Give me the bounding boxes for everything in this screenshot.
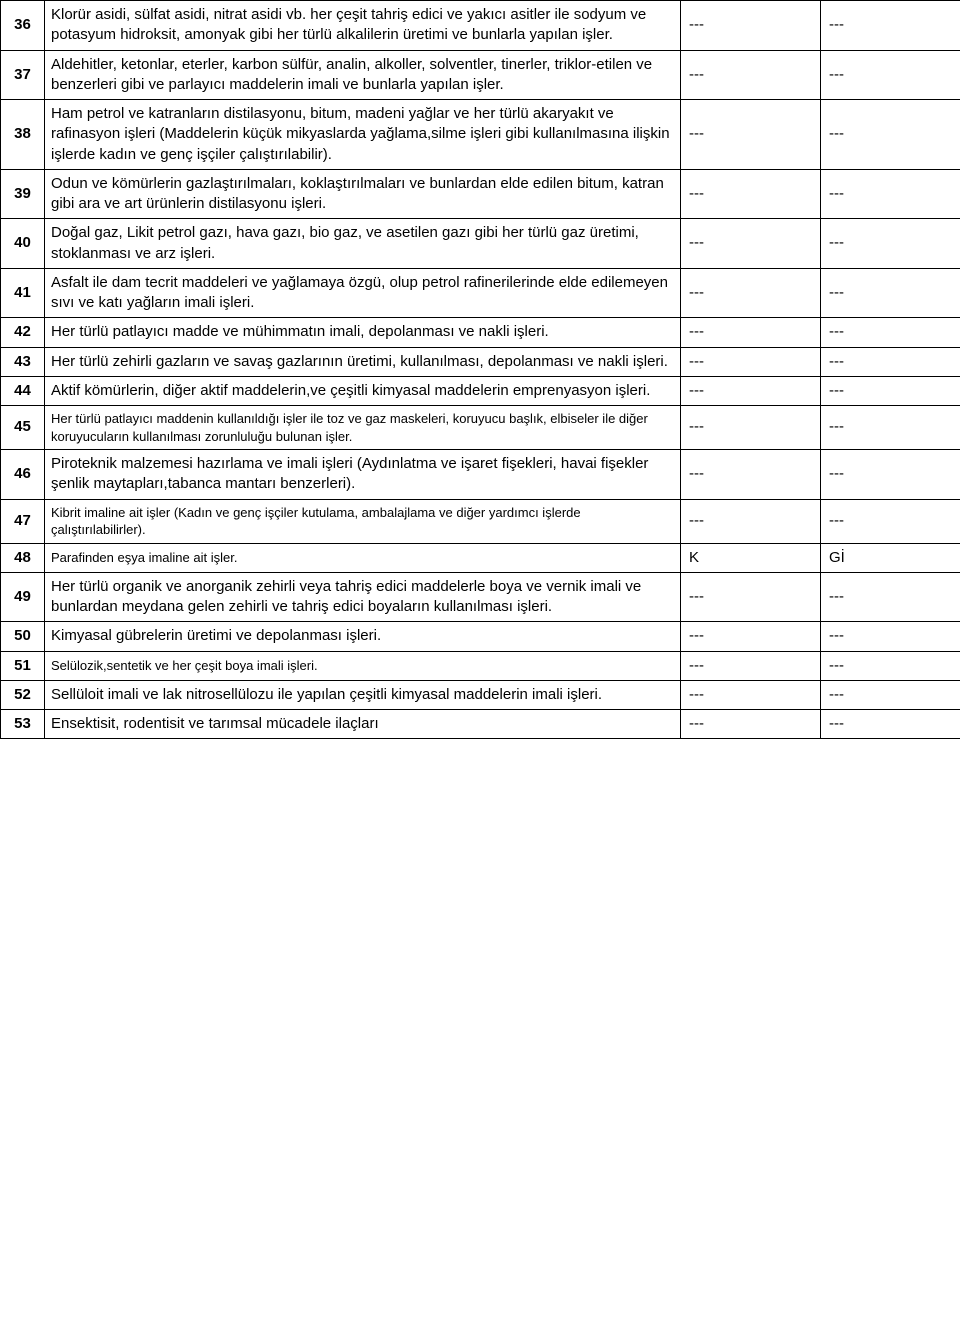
row-description: Klorür asidi, sülfat asidi, nitrat asidi… <box>45 1 681 51</box>
row-col4: --- <box>821 376 960 405</box>
row-number: 37 <box>1 50 45 100</box>
row-number: 48 <box>1 543 45 572</box>
row-col4: --- <box>821 406 960 450</box>
table-row: 51Selülozik,sentetik ve her çeşit boya i… <box>1 651 960 680</box>
row-number: 36 <box>1 1 45 51</box>
row-col3: --- <box>681 406 821 450</box>
row-number: 45 <box>1 406 45 450</box>
table-row: 46Piroteknik malzemesi hazırlama ve imal… <box>1 450 960 500</box>
table-row: 37Aldehitler, ketonlar, eterler, karbon … <box>1 50 960 100</box>
row-col4: --- <box>821 50 960 100</box>
row-col3: --- <box>681 499 821 543</box>
row-col3: --- <box>681 318 821 347</box>
row-col4: --- <box>821 572 960 622</box>
row-col4: --- <box>821 1 960 51</box>
row-col3: --- <box>681 100 821 170</box>
row-col3: --- <box>681 169 821 219</box>
row-col3: --- <box>681 651 821 680</box>
table-row: 47Kibrit imaline ait işler (Kadın ve gen… <box>1 499 960 543</box>
table-row: 52Sellüloit imali ve lak nitrosellülozu … <box>1 680 960 709</box>
table-body: 36Klorür asidi, sülfat asidi, nitrat asi… <box>1 1 960 739</box>
table-row: 40Doğal gaz, Likit petrol gazı, hava gaz… <box>1 219 960 269</box>
table-row: 41Asfalt ile dam tecrit maddeleri ve yağ… <box>1 268 960 318</box>
row-description: Her türlü patlayıcı maddenin kullanıldığ… <box>45 406 681 450</box>
row-col3: --- <box>681 622 821 651</box>
row-number: 49 <box>1 572 45 622</box>
row-number: 47 <box>1 499 45 543</box>
row-description: Her türlü patlayıcı madde ve mühimmatın … <box>45 318 681 347</box>
row-col4: --- <box>821 219 960 269</box>
row-description: Aktif kömürlerin, diğer aktif maddelerin… <box>45 376 681 405</box>
row-description: Selülozik,sentetik ve her çeşit boya ima… <box>45 651 681 680</box>
row-description: Kibrit imaline ait işler (Kadın ve genç … <box>45 499 681 543</box>
row-description: Aldehitler, ketonlar, eterler, karbon sü… <box>45 50 681 100</box>
table-row: 44Aktif kömürlerin, diğer aktif maddeler… <box>1 376 960 405</box>
row-number: 42 <box>1 318 45 347</box>
row-description: Her türlü organik ve anorganik zehirli v… <box>45 572 681 622</box>
row-number: 38 <box>1 100 45 170</box>
row-number: 50 <box>1 622 45 651</box>
row-col4: --- <box>821 347 960 376</box>
row-description: Doğal gaz, Likit petrol gazı, hava gazı,… <box>45 219 681 269</box>
table-row: 48Parafinden eşya imaline ait işler.KGİ <box>1 543 960 572</box>
row-col4: --- <box>821 651 960 680</box>
row-col4: --- <box>821 318 960 347</box>
row-description: Kimyasal gübrelerin üretimi ve depolanma… <box>45 622 681 651</box>
row-description: Her türlü zehirli gazların ve savaş gazl… <box>45 347 681 376</box>
row-number: 53 <box>1 710 45 739</box>
row-col4: --- <box>821 622 960 651</box>
row-number: 41 <box>1 268 45 318</box>
row-col4: --- <box>821 100 960 170</box>
row-description: Odun ve kömürlerin gazlaştırılmaları, ko… <box>45 169 681 219</box>
row-col3: --- <box>681 450 821 500</box>
row-description: Ensektisit, rodentisit ve tarımsal mücad… <box>45 710 681 739</box>
row-col4: --- <box>821 710 960 739</box>
table-row: 50Kimyasal gübrelerin üretimi ve depolan… <box>1 622 960 651</box>
row-col3: --- <box>681 710 821 739</box>
row-col3: --- <box>681 219 821 269</box>
row-col3: --- <box>681 1 821 51</box>
table-row: 42Her türlü patlayıcı madde ve mühimmatı… <box>1 318 960 347</box>
row-col4: --- <box>821 268 960 318</box>
row-col4: --- <box>821 169 960 219</box>
table-row: 49Her türlü organik ve anorganik zehirli… <box>1 572 960 622</box>
row-col3: --- <box>681 680 821 709</box>
row-col3: --- <box>681 347 821 376</box>
row-number: 51 <box>1 651 45 680</box>
table-row: 36Klorür asidi, sülfat asidi, nitrat asi… <box>1 1 960 51</box>
row-col3: K <box>681 543 821 572</box>
row-col3: --- <box>681 376 821 405</box>
row-number: 46 <box>1 450 45 500</box>
table-row: 45Her türlü patlayıcı maddenin kullanıld… <box>1 406 960 450</box>
row-number: 52 <box>1 680 45 709</box>
row-col4: --- <box>821 499 960 543</box>
row-description: Sellüloit imali ve lak nitrosellülozu il… <box>45 680 681 709</box>
row-description: Asfalt ile dam tecrit maddeleri ve yağla… <box>45 268 681 318</box>
row-number: 39 <box>1 169 45 219</box>
row-description: Parafinden eşya imaline ait işler. <box>45 543 681 572</box>
table-row: 43Her türlü zehirli gazların ve savaş ga… <box>1 347 960 376</box>
row-col4: Gİ <box>821 543 960 572</box>
table-row: 38Ham petrol ve katranların distilasyonu… <box>1 100 960 170</box>
row-col4: --- <box>821 450 960 500</box>
row-col3: --- <box>681 268 821 318</box>
row-number: 44 <box>1 376 45 405</box>
row-description: Ham petrol ve katranların distilasyonu, … <box>45 100 681 170</box>
row-description: Piroteknik malzemesi hazırlama ve imali … <box>45 450 681 500</box>
row-col3: --- <box>681 50 821 100</box>
row-col3: --- <box>681 572 821 622</box>
row-col4: --- <box>821 680 960 709</box>
row-number: 43 <box>1 347 45 376</box>
row-number: 40 <box>1 219 45 269</box>
regulations-table: 36Klorür asidi, sülfat asidi, nitrat asi… <box>0 0 960 739</box>
table-row: 39Odun ve kömürlerin gazlaştırılmaları, … <box>1 169 960 219</box>
table-row: 53Ensektisit, rodentisit ve tarımsal müc… <box>1 710 960 739</box>
